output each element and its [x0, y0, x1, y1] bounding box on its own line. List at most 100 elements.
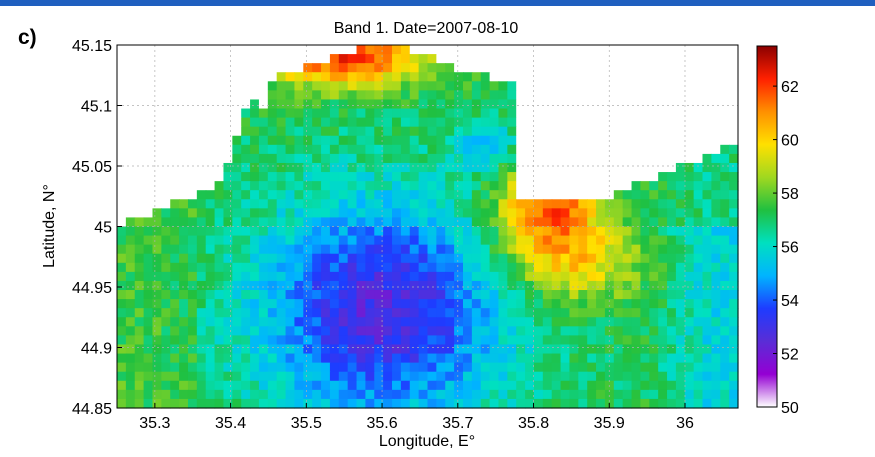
heatmap-cell — [303, 181, 313, 191]
heatmap-cell — [702, 317, 712, 327]
heatmap-cell — [347, 217, 358, 228]
heatmap-cell — [303, 271, 313, 282]
heatmap-cell — [338, 244, 349, 255]
heatmap-cell — [232, 208, 242, 219]
heatmap-cell — [675, 172, 686, 182]
heatmap-cell — [294, 45, 304, 55]
heatmap-cell — [462, 299, 473, 309]
heatmap-cell — [312, 380, 322, 391]
heatmap-cell — [542, 199, 553, 209]
heatmap-cell — [250, 317, 260, 327]
heatmap-cell — [400, 199, 411, 209]
heatmap-cell — [161, 253, 171, 264]
heatmap-cell — [294, 326, 304, 336]
heatmap-cell — [170, 199, 180, 209]
heatmap-cell — [667, 280, 677, 291]
heatmap-cell — [658, 253, 668, 264]
heatmap-cell — [418, 45, 429, 55]
heatmap-cell — [480, 262, 491, 273]
heatmap-cell — [187, 389, 198, 400]
heatmap-cell — [179, 217, 189, 228]
heatmap-cell — [285, 153, 296, 164]
heatmap-cell — [303, 63, 313, 73]
heatmap-cell — [604, 244, 615, 255]
heatmap-cell — [489, 99, 500, 110]
heatmap-cell — [223, 326, 233, 336]
heatmap-cell — [223, 362, 233, 373]
heatmap-cell — [250, 90, 260, 101]
heatmap-cell — [161, 280, 171, 291]
heatmap-cell — [462, 344, 473, 355]
heatmap-cell — [400, 135, 411, 146]
heatmap-cell — [258, 117, 269, 128]
heatmap-cell — [684, 398, 695, 409]
heatmap-cell — [720, 398, 730, 409]
heatmap-cell — [338, 380, 349, 391]
heatmap-cell — [214, 362, 225, 373]
heatmap-cell — [409, 199, 420, 209]
heatmap-cell — [294, 389, 304, 400]
heatmap-cell — [507, 389, 517, 400]
heatmap-cell — [294, 308, 304, 318]
heatmap-cell — [134, 54, 145, 64]
heatmap-cell — [604, 280, 615, 291]
heatmap-cell — [542, 108, 553, 119]
heatmap-cell — [622, 290, 633, 300]
heatmap-cell — [622, 153, 633, 164]
heatmap-cell — [445, 326, 455, 336]
heatmap-cell — [498, 262, 508, 273]
heatmap-cell — [196, 54, 207, 64]
heatmap-cell — [569, 380, 579, 391]
heatmap-cell — [294, 235, 304, 246]
heatmap-cell — [258, 199, 269, 209]
heatmap-cell — [312, 208, 322, 219]
heatmap-cell — [418, 172, 429, 182]
heatmap-cell — [365, 172, 375, 182]
heatmap-cell — [684, 308, 695, 318]
heatmap-cell — [187, 299, 198, 309]
heatmap-cell — [303, 262, 313, 273]
heatmap-cell — [338, 153, 349, 164]
heatmap-cell — [418, 299, 429, 309]
heatmap-cell — [596, 389, 606, 400]
heatmap-cell — [675, 217, 686, 228]
heatmap-cell — [507, 326, 517, 336]
heatmap-cell — [684, 208, 695, 219]
heatmap-cell — [125, 45, 136, 55]
heatmap-cell — [684, 99, 695, 110]
heatmap-cell — [729, 63, 739, 73]
heatmap-cell — [365, 244, 375, 255]
heatmap-cell — [134, 81, 145, 91]
heatmap-cell — [196, 326, 207, 336]
heatmap-cell — [214, 162, 225, 173]
heatmap-cell — [347, 326, 358, 336]
heatmap-cell — [454, 271, 464, 282]
heatmap-cell — [436, 217, 446, 228]
heatmap-cell — [117, 317, 127, 327]
heatmap-cell — [347, 253, 358, 264]
heatmap-cell — [711, 389, 721, 400]
heatmap-cell — [427, 371, 437, 382]
heatmap-cell — [125, 181, 136, 191]
heatmap-cell — [125, 253, 136, 264]
heatmap-cell — [232, 63, 242, 73]
heatmap-cell — [569, 90, 579, 101]
heatmap-cell — [684, 380, 695, 391]
heatmap-cell — [604, 353, 615, 364]
heatmap-cell — [569, 398, 579, 409]
heatmap-cell — [667, 126, 677, 137]
heatmap-cell — [400, 262, 411, 273]
heatmap-cell — [640, 262, 650, 273]
heatmap-cell — [179, 244, 189, 255]
heatmap-cell — [187, 54, 198, 64]
heatmap-cell — [170, 81, 180, 91]
heatmap-cell — [516, 181, 526, 191]
heatmap-cell — [267, 244, 278, 255]
heatmap-cell — [303, 172, 313, 182]
heatmap-cell — [117, 190, 127, 200]
heatmap-cell — [267, 99, 278, 110]
heatmap-cell — [516, 144, 526, 155]
heatmap-cell — [542, 353, 553, 364]
heatmap-cell — [400, 344, 411, 355]
heatmap-cell — [356, 199, 366, 209]
